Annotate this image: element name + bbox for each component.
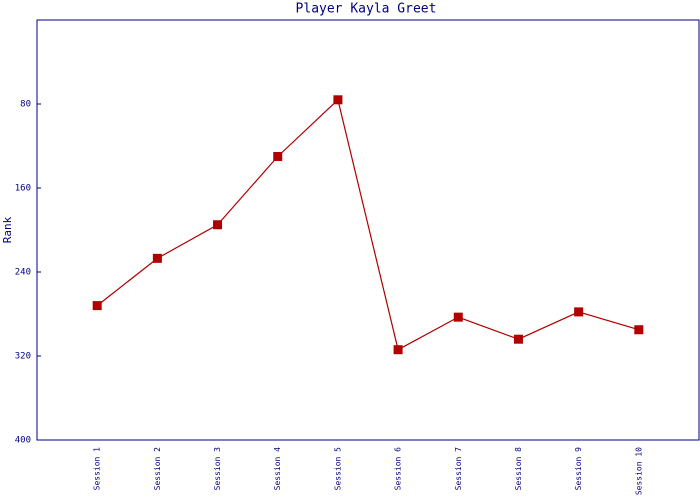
- data-point: [92, 301, 102, 311]
- data-point: [273, 152, 283, 161]
- x-tick-label: Session 7: [454, 447, 463, 491]
- data-point: [634, 325, 644, 335]
- y-tick-label: 240: [15, 268, 31, 278]
- data-point: [513, 334, 523, 344]
- x-tick-label: Session 3: [213, 447, 222, 491]
- x-tick-label: Session 2: [153, 447, 162, 491]
- y-tick-label: 160: [15, 184, 31, 194]
- x-tick-label: Session 5: [333, 447, 342, 491]
- x-tick-label: Session 10: [634, 447, 643, 495]
- plot-frame: [36, 19, 700, 441]
- series-line: [96, 98, 639, 351]
- x-tick-label: Session 4: [273, 447, 282, 491]
- y-tick-label: 320: [15, 352, 31, 362]
- x-tick-label: Session 1: [93, 447, 102, 491]
- y-tick-label: 400: [15, 436, 31, 446]
- x-tick-label: Session 6: [394, 447, 403, 491]
- data-point: [393, 345, 403, 355]
- data-point: [453, 312, 463, 322]
- data-point: [333, 95, 343, 105]
- x-tick-label: Session 8: [514, 447, 523, 491]
- data-point: [574, 307, 584, 317]
- y-tick-label: 80: [20, 100, 31, 110]
- y-axis-label: Rank: [1, 216, 14, 243]
- chart-title: Player Kayla Greet: [296, 2, 437, 17]
- data-point: [152, 253, 162, 263]
- x-tick-label: Session 9: [574, 447, 583, 491]
- data-point: [213, 220, 223, 230]
